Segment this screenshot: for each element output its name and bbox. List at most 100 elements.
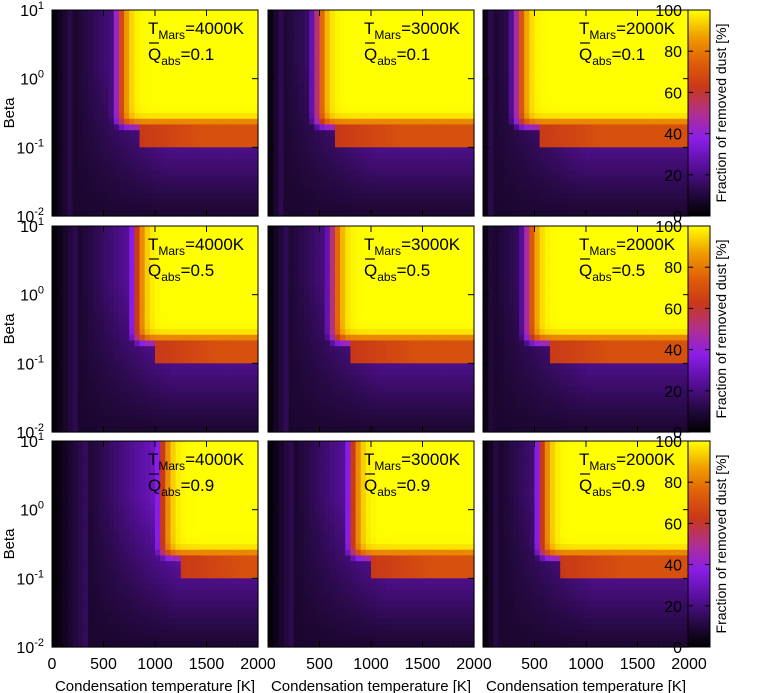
- heatmap-cell: [283, 158, 290, 166]
- heatmap-cell: [544, 72, 551, 80]
- heatmap-cell: [340, 38, 346, 45]
- heatmap-cell: [52, 277, 58, 284]
- heatmap-cell: [113, 55, 120, 63]
- heatmap-cell: [458, 124, 465, 131]
- heatmap-cell: [391, 15, 398, 23]
- heatmap-cell: [616, 141, 623, 148]
- heatmap-cell: [134, 50, 141, 57]
- heatmap-cell: [118, 271, 125, 279]
- heatmap-cell: [503, 21, 510, 28]
- heatmap-cell: [529, 38, 536, 45]
- heatmap-cell: [155, 170, 161, 177]
- heatmap-cell: [355, 181, 362, 188]
- heatmap-cell: [72, 175, 79, 183]
- heatmap-cell: [427, 193, 434, 200]
- heatmap-cell: [519, 67, 525, 74]
- heatmap-cell: [52, 254, 58, 261]
- heatmap-cell: [201, 118, 208, 126]
- heatmap-cell: [412, 193, 418, 200]
- heatmap-cell: [227, 55, 233, 63]
- heatmap-cell: [201, 107, 208, 114]
- heatmap-cell: [232, 21, 238, 28]
- heatmap-cell: [683, 181, 690, 188]
- heatmap-cell: [463, 141, 470, 148]
- heatmap-cell: [82, 55, 89, 63]
- heatmap-cell: [658, 113, 664, 120]
- heatmap-cell: [376, 107, 382, 114]
- heatmap-cell: [386, 84, 393, 91]
- heatmap-cell: [175, 124, 182, 131]
- heatmap-cell: [627, 164, 633, 171]
- heatmap-cell: [129, 391, 135, 399]
- heatmap-cell: [185, 175, 192, 183]
- heatmap-cell: [432, 38, 439, 45]
- heatmap-cell: [201, 55, 208, 63]
- heatmap-cell: [355, 130, 362, 137]
- heatmap-cell: [498, 38, 505, 45]
- heatmap-cell: [170, 95, 177, 103]
- heatmap-cell: [170, 141, 177, 148]
- heatmap-cell: [118, 67, 125, 74]
- heatmap-cell: [580, 198, 587, 206]
- heatmap-cell: [570, 181, 577, 188]
- heatmap-cell: [113, 38, 120, 45]
- heatmap-cell: [82, 50, 89, 57]
- heatmap-cell: [103, 107, 110, 114]
- heatmap-cell: [376, 175, 382, 183]
- heatmap-cell: [93, 153, 99, 160]
- heatmap-cell: [340, 198, 346, 206]
- heatmap-cell: [627, 27, 633, 34]
- heatmap-cell: [149, 147, 156, 154]
- heatmap-cell: [309, 135, 315, 143]
- heatmap-cell: [539, 32, 546, 40]
- heatmap-cell: [586, 78, 592, 85]
- heatmap-cell: [180, 84, 187, 91]
- heatmap-cell: [82, 271, 89, 279]
- heatmap-cell: [108, 193, 115, 200]
- heatmap-cell: [293, 124, 300, 131]
- heatmap-cell: [175, 158, 182, 166]
- heatmap-cell: [488, 90, 494, 97]
- heatmap-cell: [448, 187, 454, 194]
- heatmap-cell: [652, 147, 659, 154]
- heatmap-cell: [72, 135, 79, 143]
- heatmap-cell: [432, 153, 439, 160]
- heatmap-cell: [67, 357, 74, 364]
- heatmap-cell: [144, 55, 151, 63]
- heatmap-cell: [443, 55, 449, 63]
- heatmap-cell: [232, 113, 238, 120]
- heatmap-cell: [493, 101, 500, 108]
- heatmap-cell: [544, 84, 551, 91]
- heatmap-cell: [386, 44, 393, 51]
- heatmap-cell: [206, 95, 213, 103]
- heatmap-cell: [580, 130, 587, 137]
- heatmap-cell: [443, 193, 449, 200]
- heatmap-cell: [529, 90, 536, 97]
- heatmap-cell: [283, 170, 290, 177]
- heatmap-cell: [118, 72, 125, 80]
- heatmap-cell: [134, 44, 141, 51]
- heatmap-cell: [580, 72, 587, 80]
- heatmap-cell: [293, 10, 300, 17]
- heatmap-cell: [468, 21, 475, 28]
- heatmap-cell: [52, 414, 58, 422]
- heatmap-cell: [88, 181, 94, 188]
- heatmap-cell: [673, 170, 680, 177]
- heatmap-cell: [468, 170, 475, 177]
- heatmap-cell: [350, 78, 357, 85]
- heatmap-cell: [221, 27, 228, 34]
- heatmap-cell: [57, 391, 63, 399]
- heatmap-cell: [72, 193, 79, 200]
- heatmap-cell: [77, 210, 84, 217]
- heatmap-cell: [345, 158, 351, 166]
- heatmap-cell: [103, 409, 110, 416]
- heatmap-cell: [319, 164, 326, 171]
- heatmap-cell: [678, 61, 685, 68]
- heatmap-cell: [293, 67, 300, 74]
- heatmap-cell: [134, 198, 141, 206]
- heatmap-cell: [98, 340, 105, 347]
- heatmap-cell: [118, 386, 125, 393]
- heatmap-cell: [360, 38, 367, 45]
- heatmap-cell: [652, 135, 659, 143]
- heatmap-cell: [93, 21, 99, 28]
